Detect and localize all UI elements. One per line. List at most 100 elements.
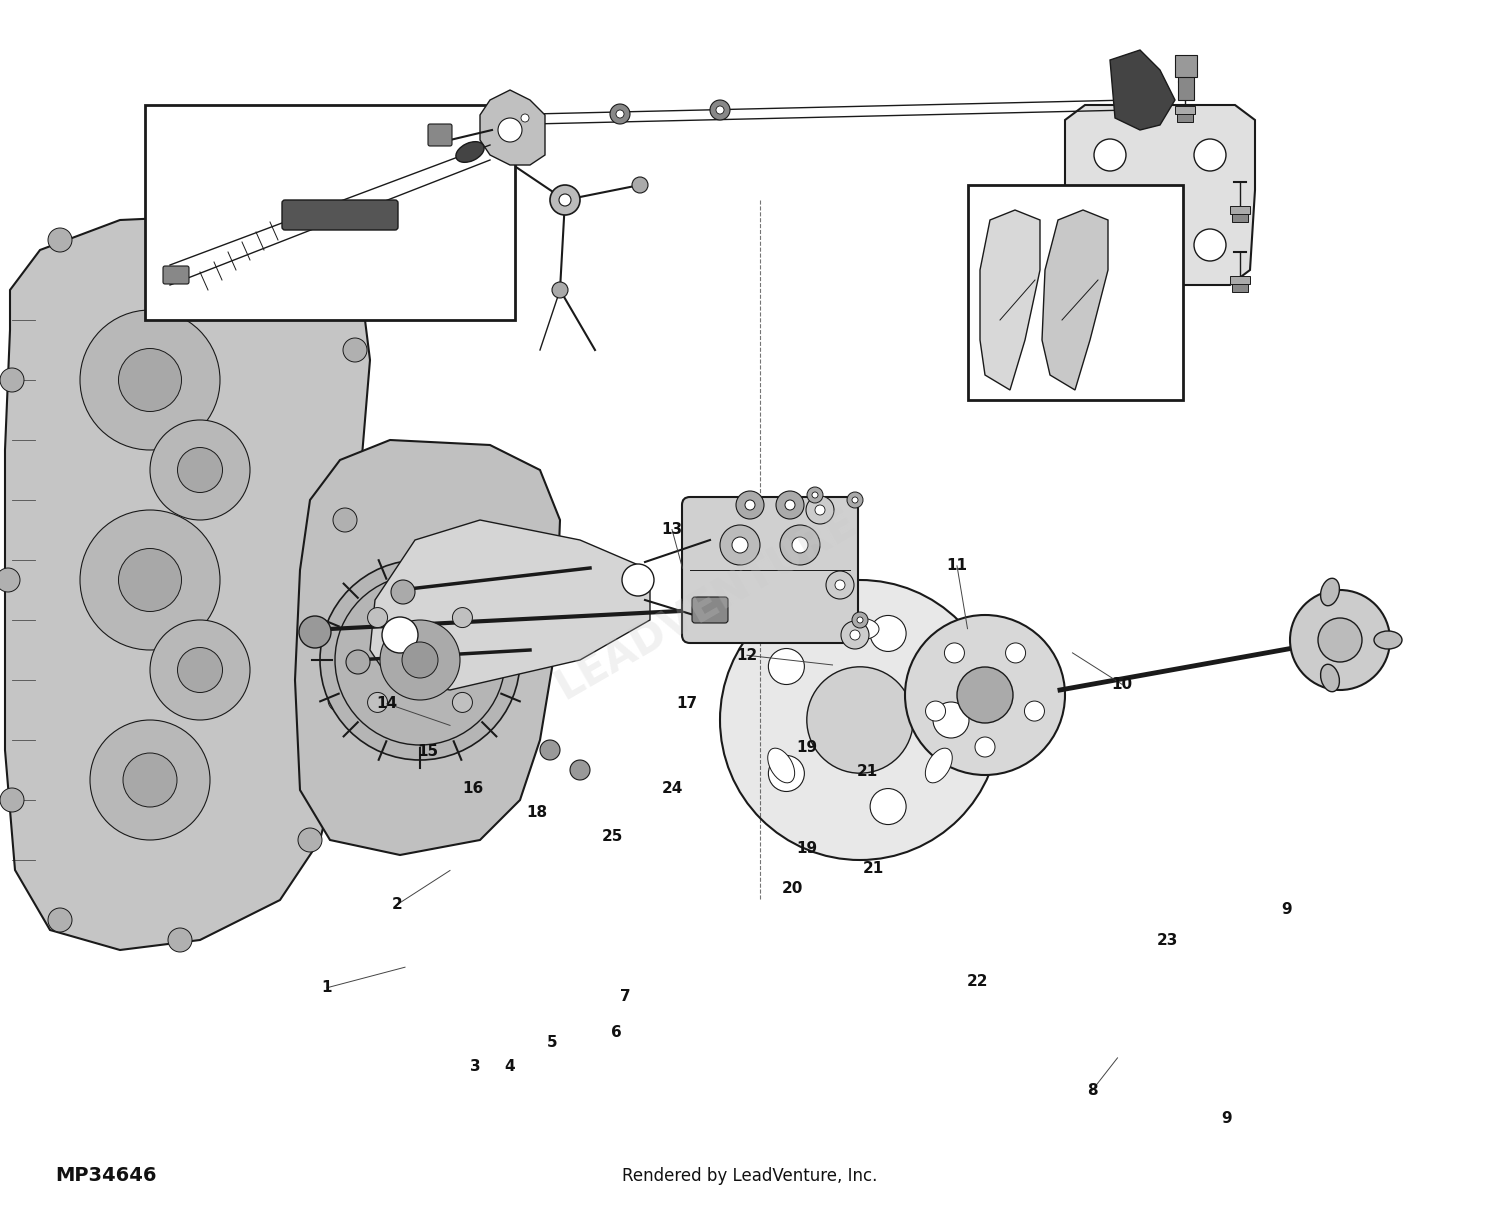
Polygon shape [480, 89, 544, 164]
Circle shape [570, 760, 590, 780]
Circle shape [904, 615, 1065, 775]
Ellipse shape [842, 618, 879, 640]
Circle shape [453, 693, 472, 712]
FancyBboxPatch shape [164, 266, 189, 284]
Circle shape [498, 118, 522, 141]
Circle shape [368, 693, 387, 712]
Circle shape [298, 828, 322, 852]
Circle shape [807, 667, 913, 774]
Text: 20: 20 [782, 881, 802, 896]
Bar [146, 105, 514, 320]
Circle shape [80, 510, 220, 650]
Polygon shape [296, 440, 560, 855]
Circle shape [736, 491, 764, 519]
Circle shape [453, 608, 472, 627]
Circle shape [550, 185, 580, 215]
Circle shape [520, 114, 530, 122]
Circle shape [784, 501, 795, 510]
Text: 16: 16 [462, 781, 483, 796]
Circle shape [150, 420, 250, 520]
Text: 2: 2 [392, 897, 404, 912]
Text: 25: 25 [602, 829, 622, 844]
Circle shape [975, 737, 994, 757]
Bar [1232, 214, 1248, 222]
Circle shape [852, 612, 868, 627]
Polygon shape [1110, 50, 1174, 131]
Circle shape [856, 617, 862, 623]
Text: 6: 6 [610, 1025, 622, 1040]
Text: 24: 24 [662, 781, 682, 796]
Circle shape [90, 721, 210, 840]
Circle shape [48, 908, 72, 932]
Circle shape [288, 229, 312, 251]
Circle shape [1094, 229, 1126, 261]
Circle shape [118, 348, 182, 411]
Circle shape [298, 617, 332, 648]
Text: 4: 4 [504, 1059, 516, 1074]
Text: 21: 21 [856, 764, 877, 779]
Circle shape [710, 100, 730, 120]
Circle shape [150, 620, 250, 721]
Bar [968, 185, 1184, 400]
Text: MP34646: MP34646 [56, 1165, 156, 1185]
Text: 15: 15 [417, 745, 438, 759]
Bar [1230, 276, 1250, 284]
Text: 3: 3 [470, 1059, 482, 1074]
Circle shape [847, 492, 862, 508]
Circle shape [540, 740, 560, 760]
Circle shape [933, 702, 969, 737]
Bar [1232, 284, 1248, 293]
Circle shape [560, 193, 572, 206]
Text: 22: 22 [968, 974, 988, 989]
Text: 9: 9 [1221, 1111, 1233, 1126]
Circle shape [746, 501, 754, 510]
Text: 23: 23 [1156, 933, 1178, 948]
Circle shape [328, 688, 352, 712]
Circle shape [380, 620, 460, 700]
Circle shape [48, 229, 72, 251]
Text: 1: 1 [321, 980, 333, 995]
Circle shape [0, 368, 24, 392]
Circle shape [368, 608, 387, 627]
Circle shape [780, 525, 820, 565]
Circle shape [616, 110, 624, 118]
Circle shape [807, 487, 824, 503]
Circle shape [827, 571, 854, 598]
FancyBboxPatch shape [427, 125, 451, 146]
Circle shape [1005, 643, 1026, 663]
Circle shape [926, 701, 945, 721]
Circle shape [945, 643, 964, 663]
Circle shape [382, 617, 418, 653]
Bar [1230, 206, 1250, 214]
Circle shape [1194, 229, 1225, 261]
Text: 9: 9 [1281, 902, 1293, 916]
Circle shape [732, 537, 748, 553]
Circle shape [852, 497, 858, 503]
Circle shape [768, 648, 804, 684]
Circle shape [334, 575, 506, 745]
Circle shape [1194, 139, 1225, 170]
Circle shape [850, 630, 859, 640]
Circle shape [812, 492, 818, 498]
Text: 17: 17 [676, 696, 698, 711]
Polygon shape [1065, 105, 1256, 285]
Circle shape [768, 756, 804, 792]
Circle shape [552, 282, 568, 297]
Text: LEADVENTURE: LEADVENTURE [548, 502, 862, 707]
Circle shape [80, 310, 220, 450]
Circle shape [118, 549, 182, 612]
Circle shape [836, 580, 844, 590]
Text: Rendered by LeadVenture, Inc.: Rendered by LeadVenture, Inc. [622, 1167, 878, 1185]
Circle shape [1094, 139, 1126, 170]
Circle shape [1290, 590, 1390, 690]
Ellipse shape [768, 748, 795, 783]
FancyBboxPatch shape [282, 199, 398, 230]
Text: 7: 7 [620, 989, 632, 1003]
Bar [1178, 114, 1192, 122]
Circle shape [346, 650, 370, 673]
Text: 5: 5 [546, 1035, 558, 1049]
Circle shape [177, 648, 222, 693]
Polygon shape [980, 210, 1040, 391]
Circle shape [870, 788, 906, 825]
Text: 14: 14 [376, 696, 398, 711]
